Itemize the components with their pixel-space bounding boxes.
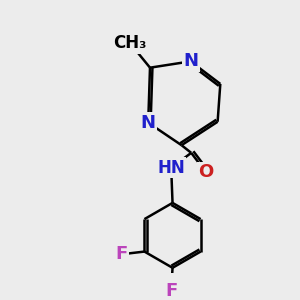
Text: F: F [115,245,128,263]
Text: F: F [165,282,177,300]
Text: N: N [141,114,156,132]
Text: O: O [198,163,214,181]
Text: HN: HN [157,159,185,177]
Text: N: N [183,52,198,70]
Text: CH₃: CH₃ [113,34,147,52]
